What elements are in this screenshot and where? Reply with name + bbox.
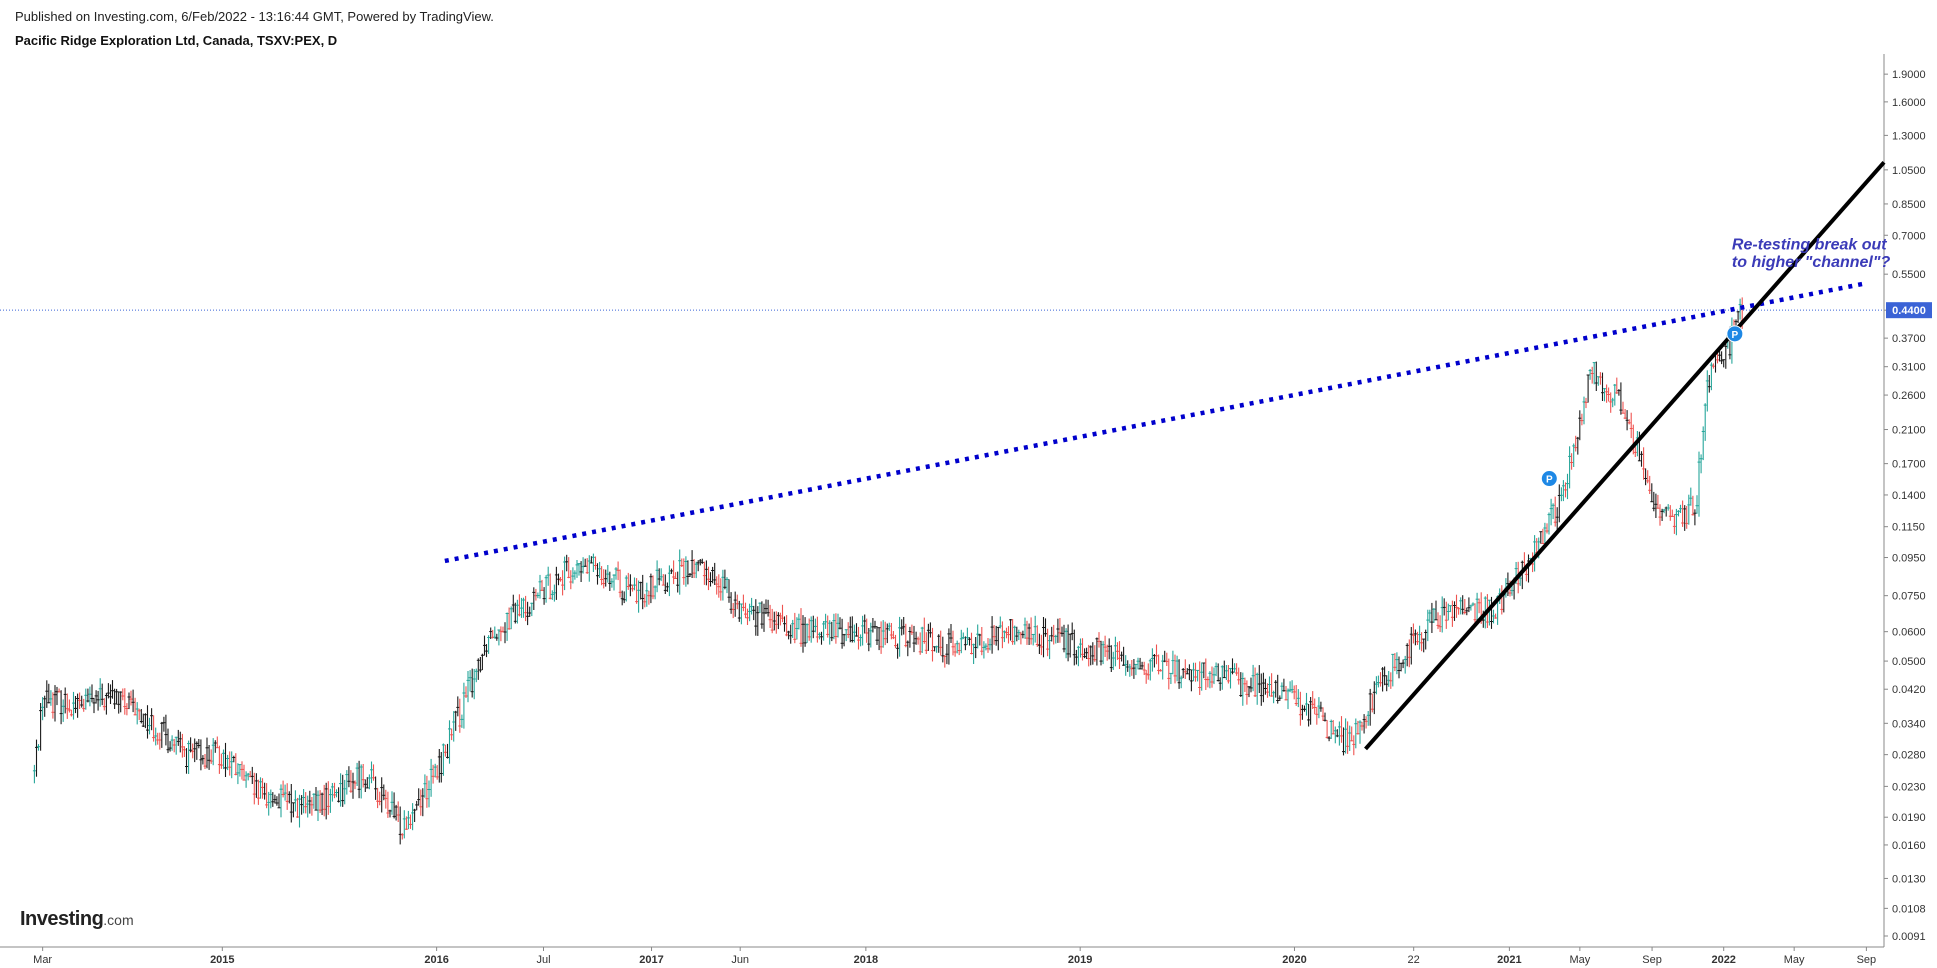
- chart-annotation: Re-testing break out: [1732, 237, 1887, 254]
- y-tick-label: 0.0190: [1892, 812, 1926, 824]
- y-tick-label: 0.2100: [1892, 425, 1926, 437]
- y-tick-label: 0.5500: [1892, 269, 1926, 281]
- event-marker: P: [1540, 470, 1558, 488]
- x-tick-label: Mar: [33, 954, 52, 966]
- y-tick-label: 0.0108: [1892, 903, 1926, 915]
- x-tick-label: May: [1784, 954, 1805, 966]
- logo-brand: Investing: [20, 908, 104, 930]
- y-tick-label: 0.2600: [1892, 390, 1926, 402]
- x-tick-label: Jun: [731, 954, 749, 966]
- x-tick-label: 2020: [1282, 954, 1306, 966]
- y-tick-label: 0.0420: [1892, 684, 1926, 696]
- investing-logo: Investing.com: [20, 908, 134, 931]
- y-tick-label: 0.1150: [1892, 522, 1925, 534]
- x-tick-label: 2017: [639, 954, 663, 966]
- y-axis-ticks: 1.9000 1.6000 1.3000 1.0500 0.8500 0.7000 0.55…: [1884, 69, 1926, 943]
- y-tick-label: 0.1400: [1892, 490, 1926, 502]
- event-marker-circle: [1540, 470, 1558, 488]
- y-tick-label: 0.0340: [1892, 718, 1926, 730]
- x-tick-label: 2018: [854, 954, 878, 966]
- current-price-label: 0.4400: [1892, 305, 1926, 317]
- y-tick-label: 0.3700: [1892, 333, 1926, 345]
- x-tick-label: Sep: [1642, 954, 1662, 966]
- published-info: Published on Investing.com, 6/Feb/2022 -…: [15, 9, 494, 24]
- x-tick-label: Sep: [1857, 954, 1877, 966]
- y-tick-label: 0.0600: [1892, 627, 1926, 639]
- logo-suffix: .com: [103, 912, 134, 928]
- y-tick-label: 0.7000: [1892, 230, 1926, 242]
- y-tick-label: 0.0950: [1892, 553, 1926, 565]
- x-tick-label: 2021: [1497, 954, 1521, 966]
- price-bars: [32, 297, 1744, 845]
- event-marker-label: P: [1546, 475, 1553, 486]
- event-marker: P: [1726, 325, 1744, 343]
- y-tick-label: 0.0750: [1892, 591, 1926, 603]
- x-tick-label: 2015: [210, 954, 234, 966]
- y-tick-label: 0.0130: [1892, 873, 1926, 885]
- x-tick-label: May: [1569, 954, 1590, 966]
- resistance-trendline: [444, 281, 1867, 564]
- y-tick-label: 0.8500: [1892, 199, 1926, 211]
- x-tick-label: 2022: [1711, 954, 1735, 966]
- y-tick-label: 0.0280: [1892, 750, 1926, 762]
- chart-annotation: to higher "channel"?: [1732, 254, 1891, 271]
- symbol-title: Pacific Ridge Exploration Ltd, Canada, T…: [15, 33, 338, 48]
- support-trendline: [1364, 161, 1886, 751]
- y-tick-label: 1.3000: [1892, 130, 1926, 142]
- y-tick-label: 1.6000: [1892, 97, 1926, 109]
- y-tick-label: 0.0500: [1892, 656, 1926, 668]
- y-tick-label: 0.0160: [1892, 840, 1926, 852]
- event-marker-circle: [1726, 325, 1744, 343]
- x-tick-label: 2019: [1068, 954, 1092, 966]
- x-tick-label: 22: [1408, 954, 1420, 966]
- x-axis-ticks: Mar 2015 2016 Jul 2017 Jun 2018 2019 2020 22 2021 M…: [33, 947, 1876, 966]
- y-tick-label: 0.1700: [1892, 459, 1926, 471]
- event-marker-label: P: [1732, 330, 1739, 341]
- x-tick-label: 2016: [424, 954, 448, 966]
- y-tick-label: 1.0500: [1892, 165, 1926, 177]
- y-tick-label: 1.9000: [1892, 69, 1926, 81]
- y-tick-label: 0.0091: [1892, 931, 1926, 943]
- current-price-badge: [1886, 302, 1932, 319]
- y-tick-label: 0.0230: [1892, 781, 1926, 793]
- x-tick-label: Jul: [536, 954, 550, 966]
- y-tick-label: 0.3100: [1892, 362, 1926, 374]
